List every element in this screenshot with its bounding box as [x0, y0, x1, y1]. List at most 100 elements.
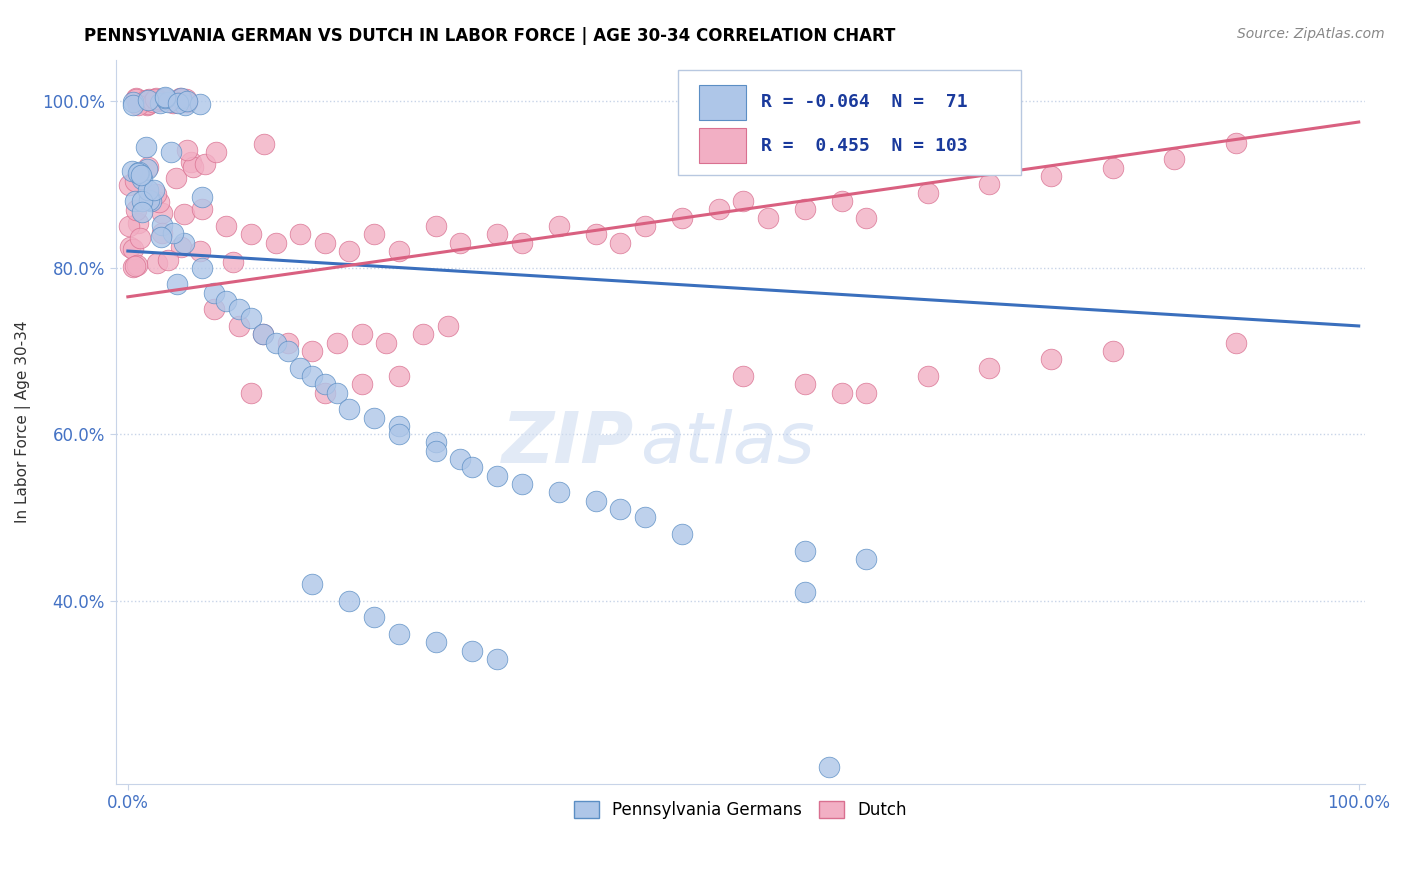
Text: Source: ZipAtlas.com: Source: ZipAtlas.com	[1237, 27, 1385, 41]
Point	[1040, 352, 1063, 367]
Point	[1040, 169, 1063, 183]
Point	[202, 285, 225, 300]
Point	[181, 160, 204, 174]
Point	[190, 190, 212, 204]
Point	[128, 165, 150, 179]
Point	[733, 194, 755, 208]
Bar	[699, 85, 747, 120]
Point	[671, 211, 693, 225]
Point	[202, 302, 225, 317]
Point	[634, 510, 657, 524]
Point	[190, 202, 212, 217]
Point	[150, 205, 173, 219]
Point	[363, 410, 385, 425]
Point	[136, 161, 159, 176]
Point	[122, 242, 145, 256]
Point	[486, 468, 509, 483]
FancyBboxPatch shape	[678, 70, 1021, 176]
Point	[162, 227, 184, 241]
Point	[547, 485, 569, 500]
Point	[169, 240, 191, 254]
Point	[917, 368, 939, 383]
Point	[149, 230, 172, 244]
Point	[118, 178, 141, 192]
Point	[176, 143, 198, 157]
Point	[547, 219, 569, 233]
Point	[239, 310, 262, 325]
Point	[350, 327, 373, 342]
Point	[831, 385, 853, 400]
Point	[388, 368, 411, 383]
Point	[449, 452, 471, 467]
Point	[793, 585, 815, 599]
Point	[131, 94, 153, 108]
Point	[437, 318, 460, 333]
Point	[190, 260, 212, 275]
Point	[979, 178, 1001, 192]
Point	[118, 240, 141, 254]
Point	[125, 92, 148, 106]
Point	[301, 343, 323, 358]
Point	[135, 140, 157, 154]
Point	[173, 235, 195, 250]
Point	[124, 174, 146, 188]
Point	[831, 194, 853, 208]
Point	[425, 219, 447, 233]
Point	[173, 207, 195, 221]
Point	[425, 435, 447, 450]
Point	[180, 155, 202, 169]
Point	[314, 385, 336, 400]
Point	[188, 96, 211, 111]
Point	[188, 244, 211, 258]
Point	[136, 160, 159, 174]
Point	[169, 92, 191, 106]
Point	[486, 652, 509, 666]
Point	[118, 219, 141, 234]
Point	[855, 552, 877, 566]
Point	[1101, 161, 1123, 175]
Point	[1225, 136, 1247, 150]
Point	[239, 227, 262, 242]
Point	[793, 377, 815, 392]
Point	[176, 94, 198, 108]
Point	[122, 98, 145, 112]
Point	[339, 402, 361, 417]
Point	[129, 168, 152, 182]
Point	[136, 94, 159, 108]
Point	[449, 235, 471, 250]
Point	[139, 192, 162, 206]
Point	[239, 385, 262, 400]
Point	[127, 215, 149, 229]
Text: R =  0.455  N = 103: R = 0.455 N = 103	[762, 136, 969, 155]
Point	[510, 477, 533, 491]
Point	[228, 302, 250, 317]
Legend: Pennsylvania Germans, Dutch: Pennsylvania Germans, Dutch	[567, 795, 914, 826]
Point	[585, 493, 607, 508]
Point	[136, 97, 159, 112]
Point	[156, 95, 179, 109]
Point	[425, 443, 447, 458]
Point	[288, 227, 311, 242]
Point	[671, 527, 693, 541]
Point	[252, 327, 274, 342]
Point	[339, 244, 361, 258]
Point	[127, 97, 149, 112]
Point	[326, 335, 349, 350]
Point	[128, 230, 150, 244]
Point	[122, 260, 145, 274]
Point	[917, 186, 939, 200]
Point	[314, 377, 336, 392]
Point	[855, 385, 877, 400]
Point	[461, 643, 484, 657]
Point	[125, 90, 148, 104]
Point	[252, 327, 274, 342]
Point	[215, 219, 238, 233]
Point	[174, 92, 197, 106]
Y-axis label: In Labor Force | Age 30-34: In Labor Force | Age 30-34	[15, 320, 31, 523]
Point	[756, 211, 779, 225]
Point	[169, 91, 191, 105]
Point	[166, 277, 188, 292]
Point	[609, 235, 631, 250]
Point	[215, 293, 238, 308]
Point	[277, 343, 299, 358]
